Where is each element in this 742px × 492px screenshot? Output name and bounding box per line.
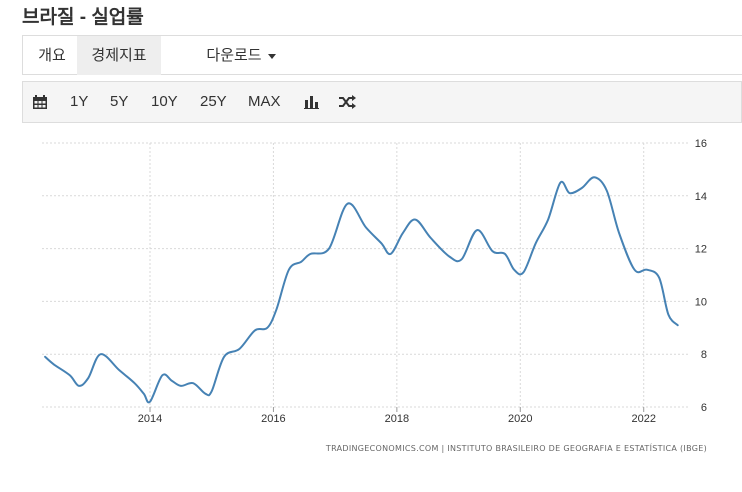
tab-overview[interactable]: 개요 <box>38 47 66 64</box>
x-tick-label: 2016 <box>261 413 285 425</box>
range-max-button[interactable]: MAX <box>248 93 281 110</box>
range-25y-button[interactable]: 25Y <box>200 93 227 110</box>
series-line <box>44 176 679 404</box>
y-tick-label: 8 <box>701 349 707 361</box>
chart-grid <box>42 142 690 408</box>
x-tick-label: 2018 <box>385 413 409 425</box>
y-tick-label: 16 <box>695 138 707 150</box>
chart-area: 6 8 10 12 14 16 2014 2016 2018 2020 2022 TRADINGE… <box>22 124 742 464</box>
unemployment-chart: 6 8 10 12 14 16 2014 2016 2018 2020 2022 <box>42 138 707 425</box>
tab-indicators-label: 경제지표 <box>91 47 147 64</box>
range-5y-button[interactable]: 5Y <box>110 93 129 110</box>
y-axis: 6 8 10 12 14 16 <box>695 138 707 414</box>
calendar-icon[interactable] <box>33 82 47 122</box>
x-tick-label: 2014 <box>138 413 162 425</box>
y-tick-label: 10 <box>695 296 707 308</box>
caret-down-icon <box>267 53 276 59</box>
shuffle-icon[interactable] <box>339 82 357 122</box>
y-tick-label: 14 <box>695 191 707 203</box>
range-1y-button[interactable]: 1Y <box>70 93 89 110</box>
bar-chart-icon[interactable] <box>304 82 319 122</box>
range-10y-button[interactable]: 10Y <box>151 93 178 110</box>
tab-bar: 개요 경제지표 다운로드 <box>22 35 742 75</box>
x-tick-label: 2022 <box>631 413 655 425</box>
chart-toolbar: 1Y 5Y 10Y 25Y MAX <box>22 81 742 123</box>
y-tick-label: 6 <box>701 402 707 414</box>
y-tick-label: 12 <box>695 244 707 256</box>
x-tick-label: 2020 <box>508 413 532 425</box>
x-axis: 2014 2016 2018 2020 2022 <box>138 407 656 425</box>
tab-download-label: 다운로드 <box>206 47 262 64</box>
tab-indicators[interactable]: 경제지표 <box>77 36 161 75</box>
tab-download[interactable]: 다운로드 <box>199 36 283 75</box>
page-title: 브라질 - 실업률 <box>22 7 144 28</box>
chart-source: TRADINGECONOMICS.COM | INSTITUTO BRASILE… <box>325 444 707 453</box>
